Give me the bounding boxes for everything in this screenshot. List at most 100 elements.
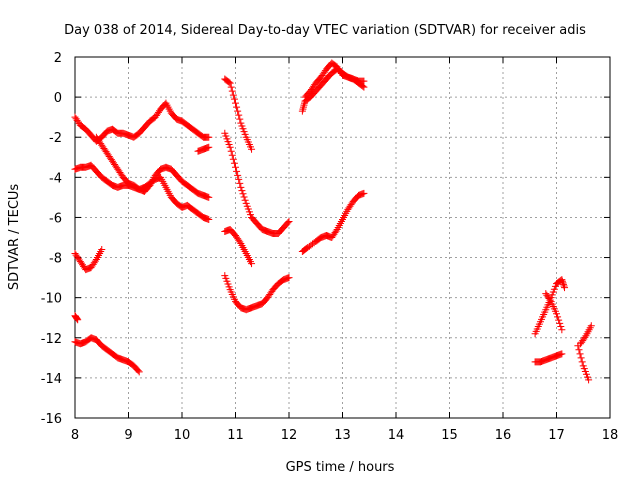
data-point <box>226 143 234 151</box>
data-point <box>240 193 248 201</box>
data-point <box>575 346 583 354</box>
data-point <box>235 175 243 183</box>
series-arc-2 <box>71 161 213 201</box>
data-point <box>230 159 238 167</box>
series-arc-5 <box>71 246 106 274</box>
series-arc-14 <box>298 189 368 256</box>
x-tick-label: 18 <box>602 428 619 443</box>
data-point <box>98 246 106 254</box>
y-tick-label: 2 <box>54 51 62 66</box>
x-tick-label: 8 <box>71 428 79 443</box>
data-point <box>73 315 81 323</box>
data-point <box>332 227 340 235</box>
x-tick-label: 12 <box>281 428 298 443</box>
data-point <box>576 350 584 358</box>
data-point <box>236 238 244 246</box>
series-arc-4 <box>194 143 213 155</box>
x-tick-label: 14 <box>388 428 405 443</box>
data-point <box>234 171 242 179</box>
y-axis: -16 -14 -12 -10 -8 -6 -4 -2 0 2 <box>41 51 610 427</box>
series-arc-8 <box>221 75 256 153</box>
data-point <box>558 326 566 334</box>
y-tick-label: -2 <box>49 131 62 146</box>
data-point <box>360 77 368 85</box>
data-point <box>228 151 236 159</box>
data-point <box>558 277 566 285</box>
data-point <box>558 276 566 284</box>
series-arc-6 <box>71 312 82 324</box>
series-arc-11 <box>221 272 293 314</box>
series-arc-1 <box>71 99 213 145</box>
data-point <box>587 322 595 330</box>
data-point <box>135 368 143 376</box>
data-point <box>360 83 368 91</box>
y-tick-label: -14 <box>41 372 62 387</box>
data-point <box>91 257 99 265</box>
data-point <box>554 313 562 321</box>
y-tick-label: -10 <box>41 292 62 307</box>
data-point <box>241 196 249 204</box>
y-tick-label: -12 <box>41 332 62 347</box>
x-tick-label: 13 <box>334 428 351 443</box>
series-arc-17 <box>542 290 566 334</box>
y-axis-label: SDTVAR / TECUs <box>7 184 22 291</box>
x-tick-label: 9 <box>124 428 132 443</box>
data-point <box>581 333 589 341</box>
series-arc-19 <box>577 322 595 348</box>
data-point <box>578 358 586 366</box>
data-point <box>226 79 234 87</box>
x-tick-label: 10 <box>174 428 191 443</box>
data-point <box>227 147 235 155</box>
y-tick-label: 0 <box>54 91 62 106</box>
x-tick-label: 15 <box>441 428 458 443</box>
data-point <box>248 260 256 268</box>
data-point <box>559 280 567 288</box>
data-point <box>235 111 243 119</box>
x-axis-label: GPS time / hours <box>286 460 395 475</box>
data-point <box>285 274 293 282</box>
data-point <box>248 145 256 153</box>
data-point <box>236 179 244 187</box>
y-tick-label: -4 <box>49 171 62 186</box>
data-point <box>557 323 565 331</box>
data-point <box>546 296 554 304</box>
series-arc-7 <box>71 334 143 376</box>
data-point <box>229 155 237 163</box>
data-point <box>227 83 235 91</box>
data-point <box>74 316 82 324</box>
data-point <box>230 95 238 103</box>
series-arc-3 <box>92 133 213 223</box>
data-point <box>360 189 368 197</box>
data-point <box>229 91 237 99</box>
data-point <box>285 217 293 225</box>
data-point <box>228 87 236 95</box>
x-tick-label: 17 <box>548 428 565 443</box>
data-point <box>561 284 569 292</box>
series-arc-9 <box>221 129 293 237</box>
data-point <box>233 167 241 175</box>
data-point <box>233 103 241 111</box>
data-point <box>284 219 292 227</box>
data-point <box>73 314 81 322</box>
data-point <box>225 78 233 86</box>
data-point <box>560 282 568 290</box>
grid-lines <box>75 57 610 418</box>
data-point <box>558 350 566 358</box>
y-tick-label: -16 <box>41 412 62 427</box>
data-point <box>239 190 247 198</box>
data-point <box>559 279 567 287</box>
data-point <box>555 316 563 324</box>
data-point <box>205 133 213 141</box>
data-point <box>556 319 564 327</box>
data-point <box>205 193 213 201</box>
data-point <box>134 367 142 375</box>
series-arc-18 <box>574 342 593 384</box>
x-axis: 8 9 10 11 12 13 14 15 16 17 18 <box>71 57 618 443</box>
data-point <box>234 107 242 115</box>
y-tick-label: -6 <box>49 211 62 226</box>
data-points <box>71 59 595 384</box>
y-tick-label: -8 <box>49 252 62 267</box>
data-point <box>205 215 213 223</box>
series-arc-10 <box>221 225 256 268</box>
